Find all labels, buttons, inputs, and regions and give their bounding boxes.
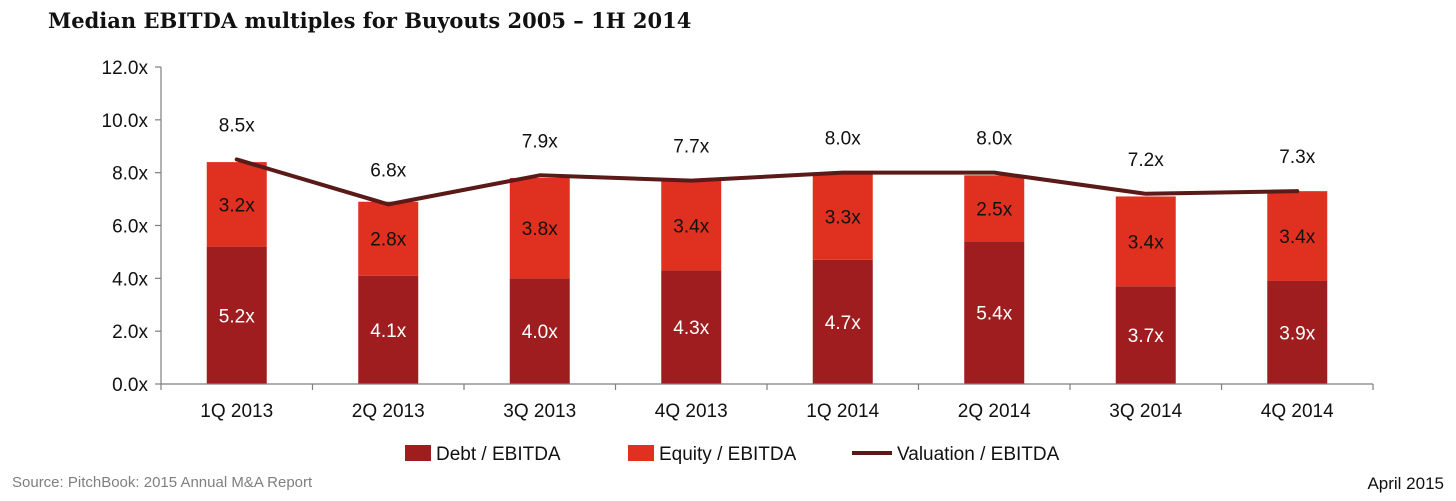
bars-group	[206, 162, 1328, 384]
y-tick-label: 0.0x	[112, 375, 148, 396]
x-tick-label: 4Q 2014	[1261, 401, 1334, 422]
legend-label-valuation: Valuation / EBITDA	[897, 444, 1060, 465]
debt-data-label: 4.1x	[370, 321, 406, 342]
equity-data-label: 2.8x	[370, 230, 406, 251]
debt-bar	[812, 259, 873, 384]
equity-bar	[661, 180, 722, 271]
equity-data-label: 3.4x	[1128, 232, 1164, 253]
equity-data-label: 3.3x	[825, 207, 861, 228]
y-tick-label: 8.0x	[112, 164, 148, 185]
debt-bar	[661, 270, 722, 384]
valuation-data-label: 7.3x	[1279, 147, 1315, 168]
debt-data-label: 4.0x	[522, 322, 558, 343]
legend-group: Debt / EBITDA Equity / EBITDA Valuation / …	[405, 444, 1060, 465]
debt-data-label: 4.7x	[825, 313, 861, 334]
x-tick-label: 1Q 2014	[806, 401, 879, 422]
x-tick-label: 2Q 2014	[958, 401, 1031, 422]
x-tick-label: 3Q 2014	[1109, 401, 1182, 422]
valuation-data-label: 7.7x	[673, 137, 709, 158]
valuation-data-label: 8.5x	[219, 115, 255, 136]
y-tick-label: 4.0x	[112, 269, 148, 290]
x-tick-label: 1Q 2013	[200, 401, 273, 422]
debt-bar	[1115, 286, 1176, 384]
valuation-data-label: 7.9x	[522, 131, 558, 152]
equity-bar	[1115, 196, 1176, 287]
legend-swatch-equity	[628, 445, 654, 461]
y-tick-label: 2.0x	[112, 322, 148, 343]
valuation-data-label: 6.8x	[370, 160, 406, 181]
debt-bar	[1267, 280, 1328, 384]
equity-bar	[964, 175, 1025, 242]
equity-bar	[358, 201, 419, 276]
legend-swatch-debt	[405, 445, 431, 461]
legend-label-debt: Debt / EBITDA	[436, 444, 561, 465]
equity-bar	[206, 162, 267, 247]
debt-data-label: 3.7x	[1128, 326, 1164, 347]
debt-bar	[509, 278, 570, 384]
debt-data-label: 4.3x	[673, 318, 709, 339]
valuation-line-group	[234, 157, 1300, 207]
source-note: Source: PitchBook: 2015 Annual M&A Repor…	[12, 474, 313, 491]
equity-bar	[812, 172, 873, 260]
x-tick-label: 4Q 2013	[655, 401, 728, 422]
y-tick-label: 12.0x	[102, 58, 149, 79]
debt-bar	[358, 275, 419, 384]
debt-bar	[964, 241, 1025, 384]
equity-data-label: 3.4x	[673, 217, 709, 238]
y-tick-label: 6.0x	[112, 217, 148, 238]
debt-bar	[206, 246, 267, 384]
debt-data-label: 5.4x	[976, 304, 1012, 325]
legend-label-equity: Equity / EBITDA	[659, 444, 797, 465]
equity-bar	[1267, 191, 1328, 281]
valuation-data-label: 8.0x	[825, 129, 861, 150]
valuation-data-label: 8.0x	[976, 129, 1012, 150]
valuation-data-label: 7.2x	[1128, 150, 1164, 171]
equity-data-label: 3.4x	[1279, 227, 1315, 248]
x-tick-label: 2Q 2013	[352, 401, 425, 422]
axes-group: 1Q 2013 2Q 2013 3Q 2013 4Q 2013 1Q 2014 2Q 20…	[102, 58, 1374, 422]
chart-title: Median EBITDA multiples for Buyouts 2005…	[48, 8, 692, 33]
valuation-line	[234, 157, 1300, 207]
report-date: April 2015	[1367, 474, 1444, 493]
data-labels-group: 5.2x 3.2x 4.1x 2.8x 4.0x 3.8x 4.3x 3.4x 4.7x 3.3x…	[219, 115, 1316, 347]
equity-data-label: 2.5x	[976, 199, 1012, 220]
debt-data-label: 5.2x	[219, 306, 255, 327]
debt-data-label: 3.9x	[1279, 323, 1315, 344]
equity-data-label: 3.2x	[219, 195, 255, 216]
equity-data-label: 3.8x	[522, 219, 558, 240]
equity-bar	[509, 177, 570, 279]
y-tick-label: 10.0x	[102, 111, 149, 132]
x-tick-label: 3Q 2013	[503, 401, 576, 422]
